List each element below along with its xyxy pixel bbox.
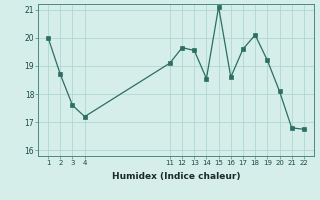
X-axis label: Humidex (Indice chaleur): Humidex (Indice chaleur) xyxy=(112,172,240,181)
